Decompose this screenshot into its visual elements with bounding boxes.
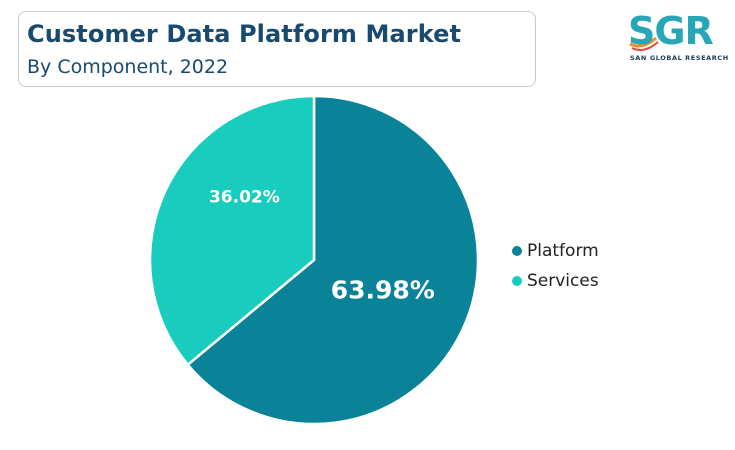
legend-label-platform: Platform bbox=[527, 241, 599, 261]
chart-title: Customer Data Platform Market bbox=[27, 20, 462, 48]
title-box: Customer Data Platform Market By Compone… bbox=[18, 11, 536, 87]
chart-subtitle: By Component, 2022 bbox=[27, 56, 229, 78]
data-label-platform: 63.98% bbox=[331, 275, 435, 304]
pie-slice-services bbox=[148, 94, 316, 367]
legend-swatch-platform bbox=[512, 246, 522, 256]
logo-swoosh-icon bbox=[629, 36, 659, 51]
data-label-services: 36.02% bbox=[209, 188, 280, 208]
pie-slice-platform bbox=[186, 94, 480, 426]
sgr-logo: SGR SAN GLOBAL RESEARCH bbox=[622, 9, 728, 66]
legend-swatch-services bbox=[512, 276, 522, 286]
logo-text: SGR bbox=[628, 9, 714, 53]
legend-label-services: Services bbox=[527, 271, 599, 291]
logo-caption: SAN GLOBAL RESEARCH bbox=[630, 54, 729, 62]
legend: Platform Services bbox=[512, 236, 599, 296]
legend-item-services: Services bbox=[512, 266, 599, 296]
legend-item-platform: Platform bbox=[512, 236, 599, 266]
